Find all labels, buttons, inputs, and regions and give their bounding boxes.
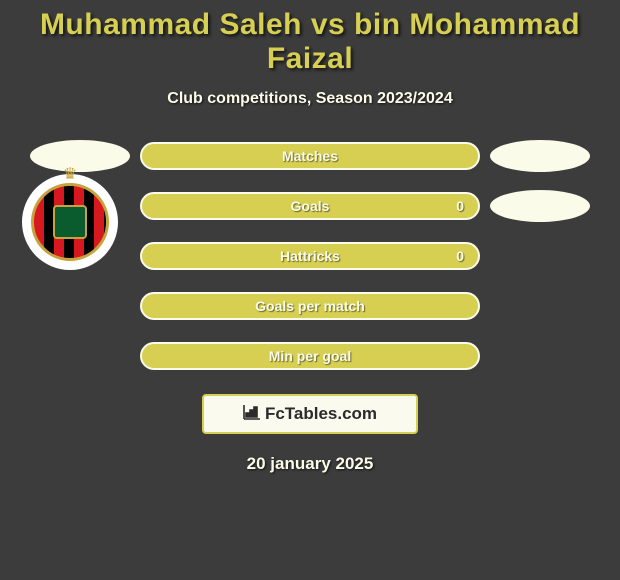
- club-crest-left: ♛: [22, 174, 118, 270]
- brand-badge[interactable]: FcTables.com: [202, 394, 418, 434]
- ellipse-spacer: [490, 240, 590, 272]
- ellipse-spacer: [30, 340, 130, 372]
- stat-label: Goals: [142, 198, 478, 214]
- crest-shield: [31, 183, 109, 261]
- value-ellipse-right: [490, 140, 590, 172]
- stat-pill: Goals0: [140, 192, 480, 220]
- crown-icon: ♛: [63, 164, 77, 184]
- stat-row: Min per goal: [0, 340, 620, 372]
- subtitle: Club competitions, Season 2023/2024: [0, 90, 620, 108]
- value-ellipse-left: [30, 140, 130, 172]
- ellipse-spacer: [490, 290, 590, 322]
- ellipse-spacer: [30, 290, 130, 322]
- crest-center: [53, 205, 87, 239]
- stat-pill: Min per goal: [140, 342, 480, 370]
- chart-icon: [243, 404, 261, 425]
- comparison-card: Muhammad Saleh vs bin Mohammad Faizal Cl…: [0, 0, 620, 580]
- brand-text: FcTables.com: [265, 404, 377, 424]
- stat-pill: Hattricks0: [140, 242, 480, 270]
- stat-pill: Goals per match: [140, 292, 480, 320]
- stat-row: Matches: [0, 140, 620, 172]
- stat-label: Hattricks: [142, 248, 478, 264]
- stat-row: Goals per match: [0, 290, 620, 322]
- value-ellipse-right: [490, 190, 590, 222]
- stat-label: Goals per match: [142, 298, 478, 314]
- stat-label: Matches: [142, 148, 478, 164]
- stat-value-right: 0: [456, 248, 464, 264]
- date-label: 20 january 2025: [0, 454, 620, 474]
- stat-label: Min per goal: [142, 348, 478, 364]
- ellipse-spacer: [490, 340, 590, 372]
- stat-pill: Matches: [140, 142, 480, 170]
- page-title: Muhammad Saleh vs bin Mohammad Faizal: [0, 8, 620, 76]
- stat-value-right: 0: [456, 198, 464, 214]
